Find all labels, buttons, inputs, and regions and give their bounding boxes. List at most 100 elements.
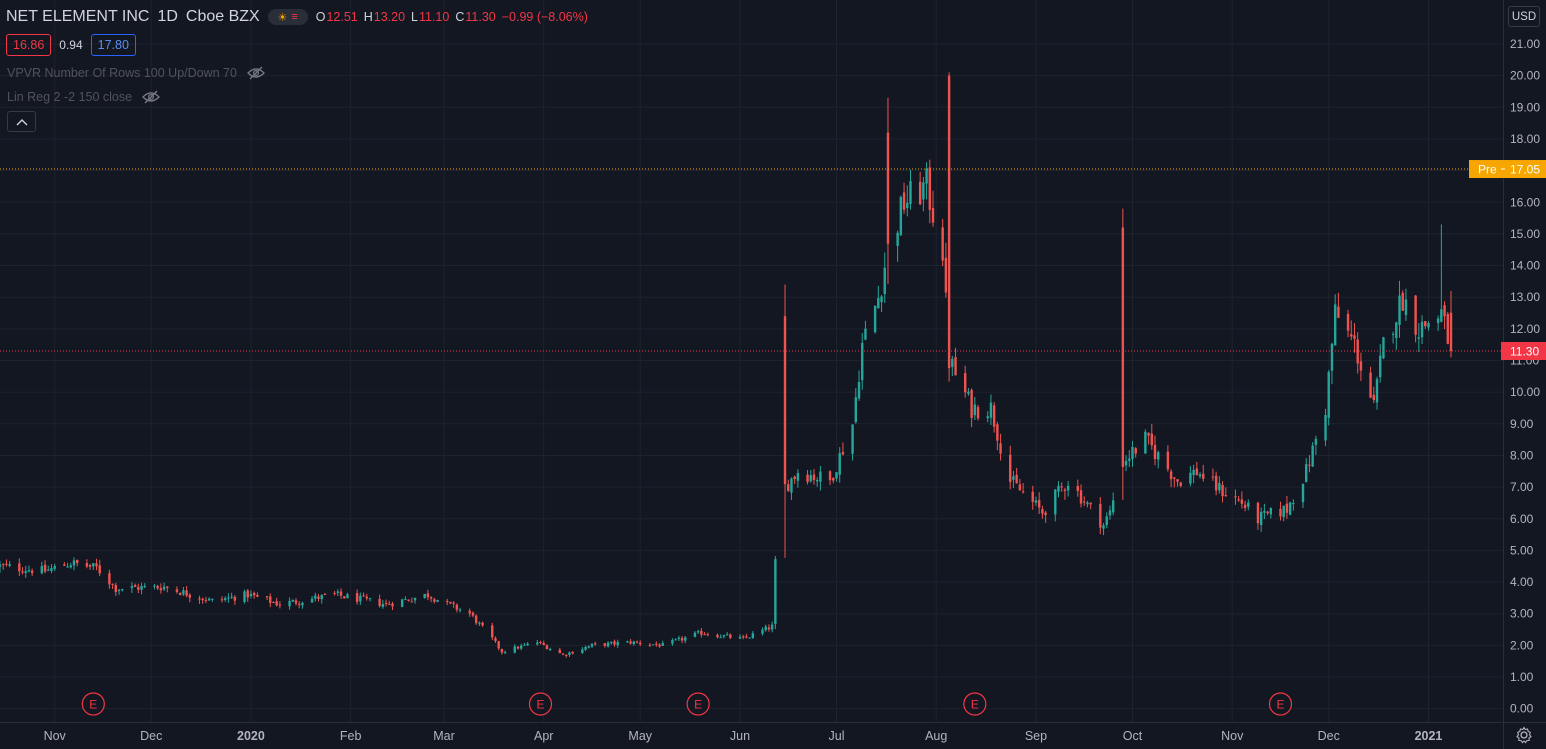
- candle-body: [989, 402, 993, 418]
- x-tick-label: Jun: [730, 729, 750, 743]
- candle-body: [568, 652, 571, 656]
- candle-body: [407, 599, 410, 601]
- eye-hidden-icon[interactable]: [247, 66, 265, 80]
- y-tick-label: 10.00: [1510, 385, 1540, 399]
- candle-body: [1057, 485, 1060, 492]
- candle-body: [1224, 495, 1227, 497]
- candle-body: [835, 472, 838, 479]
- candle-body: [986, 416, 989, 419]
- candle-body: [770, 624, 774, 630]
- x-tick-label: Dec: [1318, 729, 1340, 743]
- candle-body: [355, 593, 359, 603]
- y-tick-label: 5.00: [1510, 543, 1534, 557]
- candle-body: [1234, 496, 1237, 498]
- earnings-marker-label: E: [89, 698, 97, 712]
- change-value: −0.99 (−8.06%): [501, 10, 588, 24]
- candle-body: [53, 565, 56, 569]
- candle-body: [211, 598, 214, 600]
- hamburger-icon: ≡: [291, 11, 298, 23]
- candle-body: [632, 641, 636, 645]
- candle-body: [339, 591, 343, 596]
- candle-body: [256, 594, 259, 597]
- candle-body: [320, 594, 323, 600]
- candle-body: [1099, 504, 1102, 528]
- earnings-marker[interactable]: E: [81, 692, 105, 716]
- x-tick-label: May: [628, 729, 652, 743]
- earnings-marker-label: E: [536, 698, 544, 712]
- candle-body: [1054, 489, 1057, 515]
- candle-body: [751, 633, 755, 638]
- candle-body: [452, 602, 455, 604]
- candle-body: [365, 596, 368, 599]
- candle-body: [1173, 477, 1176, 479]
- candle-body: [98, 565, 101, 574]
- candle-body: [918, 181, 922, 205]
- interval-label[interactable]: 1D: [157, 8, 178, 25]
- candle-body: [1346, 313, 1350, 331]
- study-linreg[interactable]: Lin Reg 2 -2 150 close: [7, 90, 161, 104]
- candle-body: [404, 599, 407, 601]
- symbol-name[interactable]: NET ELEMENT INC: [6, 8, 150, 25]
- candle-body: [1243, 504, 1247, 509]
- candle-body: [1269, 508, 1273, 515]
- candle-body: [1263, 510, 1266, 513]
- earnings-marker-label: E: [971, 698, 979, 712]
- candle-body: [63, 564, 66, 566]
- candle-body: [931, 208, 935, 223]
- earnings-marker[interactable]: E: [528, 692, 553, 716]
- candle-body: [362, 595, 365, 597]
- candle-body: [783, 316, 787, 485]
- candle-body: [565, 654, 568, 656]
- eye-hidden-icon[interactable]: [142, 90, 161, 104]
- candle-body: [857, 382, 861, 399]
- candle-body: [410, 601, 414, 603]
- candle-body: [996, 424, 999, 441]
- earnings-marker[interactable]: E: [686, 692, 710, 716]
- sell-button[interactable]: 16.86: [6, 34, 52, 56]
- candle-body: [66, 566, 69, 568]
- candle-body: [967, 391, 970, 394]
- earnings-marker[interactable]: E: [1268, 692, 1293, 716]
- candle-body: [1044, 512, 1047, 516]
- candle-body: [1240, 499, 1244, 504]
- candle-body: [639, 642, 642, 645]
- candle-body: [140, 586, 143, 590]
- candle-body: [159, 588, 163, 591]
- candle-body: [729, 634, 732, 638]
- candle-body: [706, 634, 710, 636]
- candle-body: [902, 192, 906, 210]
- candle-body: [182, 590, 185, 595]
- candle-body: [928, 167, 932, 210]
- x-tick-label: Apr: [534, 729, 553, 743]
- candle-body: [774, 559, 777, 624]
- candle-body: [391, 603, 394, 607]
- trade-buttons: 16.86 0.94 17.80: [6, 34, 136, 56]
- candle-body: [50, 568, 53, 571]
- collapse-legend-button[interactable]: [7, 111, 36, 132]
- candle-body: [1259, 511, 1263, 526]
- y-tick-label: 21.00: [1510, 37, 1540, 51]
- candle-body: [1009, 454, 1012, 483]
- candle-body: [812, 474, 816, 481]
- buy-button[interactable]: 17.80: [90, 34, 136, 56]
- candle-body: [21, 571, 24, 573]
- candle-body: [1211, 476, 1215, 478]
- candle-body: [1089, 502, 1092, 505]
- extended-hours-badge[interactable]: ☀ ≡: [267, 9, 308, 25]
- study-vpvr[interactable]: VPVR Number Of Rows 100 Up/Down 70: [7, 66, 265, 80]
- candle-body: [700, 630, 703, 635]
- candle-body: [346, 594, 349, 599]
- earnings-marker[interactable]: E: [963, 692, 987, 716]
- candle-body: [471, 612, 475, 616]
- candle-body: [188, 594, 192, 598]
- currency-button[interactable]: USD: [1508, 6, 1540, 27]
- candle-body: [684, 637, 687, 641]
- candle-body: [1237, 499, 1240, 501]
- gear-icon[interactable]: [1515, 726, 1533, 744]
- candle-body: [111, 583, 114, 585]
- candle-body: [1150, 433, 1153, 446]
- candle-body: [1128, 458, 1131, 461]
- candle-body: [658, 644, 661, 647]
- candle-body: [1404, 299, 1408, 316]
